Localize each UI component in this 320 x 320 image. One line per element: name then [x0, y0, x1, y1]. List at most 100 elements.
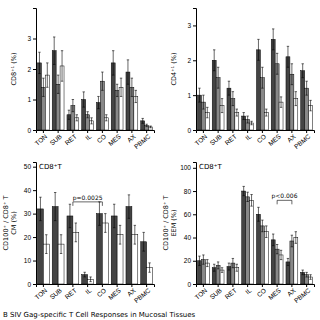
y-tick-mark: [33, 69, 36, 70]
error-bar: [309, 275, 311, 280]
plot-area: [37, 37, 152, 130]
y-tick-mark: [33, 237, 36, 238]
y-tick: 1: [27, 96, 36, 103]
bar: [271, 240, 275, 284]
x-axis-line: [37, 131, 155, 134]
x-tick-label: SUB: [48, 133, 63, 147]
bar-series: [197, 186, 304, 284]
error-bar: [295, 232, 297, 244]
y-tick-mark: [193, 130, 196, 131]
error-bar: [75, 223, 77, 242]
x-tick: MES: [107, 130, 123, 147]
y-tick-label: 1: [27, 96, 31, 103]
x-axis: TONSUBRETILCOMESAXPBMC: [33, 284, 154, 304]
y-axis: 0123: [187, 9, 196, 134]
y-tick-mark: [33, 100, 36, 101]
bar: [271, 39, 275, 130]
x-tick-label: CO: [255, 287, 267, 299]
y-axis-line: [33, 9, 37, 131]
error-bar: [236, 109, 238, 116]
bar-series: [37, 37, 144, 130]
error-bar: [246, 192, 248, 201]
y-tick-label: 0: [187, 281, 191, 288]
error-bar: [202, 255, 204, 264]
significance-label: p<0.006: [271, 192, 297, 200]
y-tick-label: 60: [184, 211, 192, 218]
panel: TONSUBRETILCOMESAXPBMC020406080100CD100⁺…: [162, 163, 315, 304]
bar-series: [205, 195, 312, 284]
error-bar: [232, 92, 234, 106]
x-tick-label: MES: [267, 132, 283, 147]
x-tick-label: IL: [84, 286, 93, 295]
error-bar: [45, 235, 47, 254]
y-axis-title: CD100⁺ / CD8⁺ TCM (%): [2, 196, 18, 251]
bar-series: [45, 51, 152, 130]
error-bar: [250, 121, 252, 124]
significance-bracket: [73, 202, 103, 206]
error-bar: [246, 116, 248, 123]
error-bar: [206, 260, 208, 267]
x-tick-label: SUB: [208, 133, 223, 147]
x-tick-label: PBMC: [133, 132, 152, 150]
x-tick: IL: [84, 130, 93, 141]
x-tick-label: TON: [33, 132, 48, 146]
x-tick: IL: [84, 284, 93, 295]
y-tick-label: 2: [187, 57, 191, 64]
y-tick: 40: [24, 187, 36, 194]
y-tick-label: 3: [27, 35, 31, 42]
panel: TONSUBRETILCOMESAXPBMC01020304050CD100⁺ …: [2, 163, 155, 304]
y-axis-title-line: CD4⁺¹ (%): [170, 52, 178, 85]
y-tick-mark: [33, 39, 36, 40]
error-bar: [198, 88, 200, 102]
error-bar: [242, 186, 244, 195]
error-bar: [213, 50, 215, 71]
error-bar: [46, 63, 48, 87]
x-tick: RET: [63, 130, 77, 146]
error-bar: [309, 100, 311, 110]
error-bar: [149, 126, 151, 128]
y-tick-mark: [193, 261, 196, 262]
y-axis-title: CD8⁺¹ (%): [10, 52, 18, 85]
error-bar: [228, 263, 230, 270]
error-bar: [257, 207, 259, 221]
error-bar: [272, 234, 274, 246]
y-tick: 10: [24, 257, 36, 264]
y-tick-mark: [193, 95, 196, 96]
y-axis: 020406080100: [180, 163, 196, 288]
x-tick-label: RET: [223, 287, 237, 301]
error-bar: [261, 220, 263, 232]
y-tick: 80: [184, 188, 196, 195]
x-tick: SUB: [48, 284, 63, 301]
error-bar: [232, 258, 234, 267]
plot-area: [197, 29, 312, 130]
y-tick-label: 10: [24, 257, 32, 264]
y-tick-mark: [193, 25, 196, 26]
y-tick-mark: [193, 214, 196, 215]
y-tick-label: 0: [187, 127, 191, 134]
x-tick-label: RET: [63, 133, 77, 147]
y-tick-mark: [193, 191, 196, 192]
y-axis: 0123: [27, 9, 36, 134]
x-tick: RET: [223, 284, 237, 300]
x-tick-label: CO: [95, 287, 107, 299]
x-tick: MES: [267, 284, 283, 301]
error-bar: [82, 92, 84, 107]
bar: [286, 57, 290, 130]
bar: [256, 214, 260, 284]
error-bar: [97, 96, 99, 108]
error-bar: [276, 53, 278, 74]
error-bar: [291, 64, 293, 85]
x-tick-label: PBMC: [133, 286, 152, 304]
y-tick: 50: [24, 163, 36, 170]
bar: [290, 241, 294, 284]
error-bar: [305, 272, 307, 277]
y-tick: 0: [187, 281, 196, 288]
error-bar: [42, 78, 44, 96]
error-bar: [305, 81, 307, 95]
x-tick-label: SUB: [48, 287, 63, 301]
y-tick: 0: [27, 127, 36, 134]
error-bar: [72, 100, 74, 112]
error-bar: [217, 67, 219, 88]
error-bar: [119, 225, 121, 244]
error-bar: [142, 232, 144, 251]
